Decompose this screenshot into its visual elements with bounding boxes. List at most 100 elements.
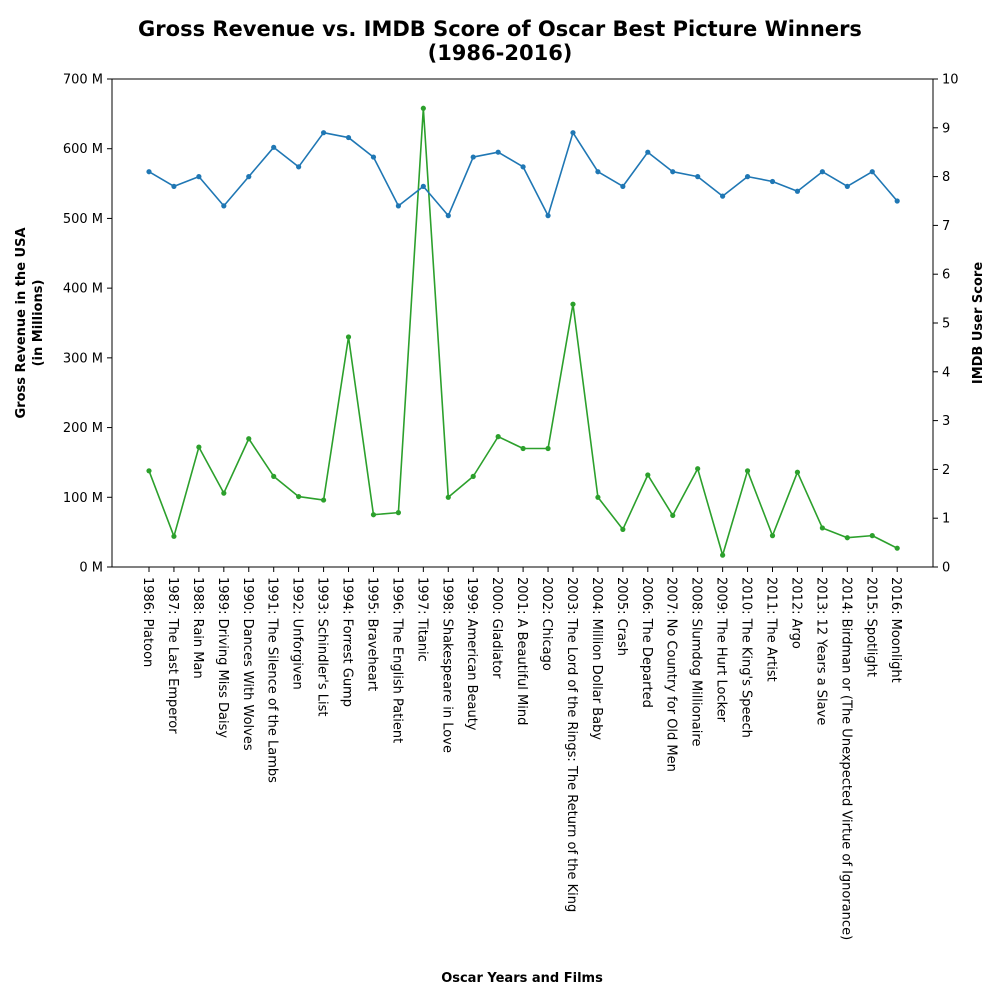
imdb-score-point (196, 174, 202, 180)
left-tick-label: 700 M (63, 73, 103, 88)
imdb-score-point (645, 149, 651, 155)
imdb-score-line (148, 131, 898, 217)
gross-revenue-point (495, 434, 501, 440)
x-tick-label: 1999: American Beauty (464, 577, 479, 731)
imdb-score-point (395, 203, 401, 209)
imdb-score-point (894, 198, 900, 204)
imdb-score-point (570, 130, 576, 136)
right-tick-label: 7 (942, 219, 950, 234)
imdb-score-point (695, 174, 701, 180)
right-tick-label: 10 (942, 73, 959, 88)
gross-revenue-point (470, 473, 476, 479)
left-axis-title: Gross Revenue in the USA (14, 227, 29, 418)
gross-revenue-point (146, 468, 152, 474)
right-tick-label: 9 (942, 121, 950, 136)
x-tick-label: 1989: Driving Miss Daisy (215, 577, 230, 738)
gross-revenue-point (296, 493, 302, 500)
x-tick-label: 2014: Birdman or (The Unexpected Virtue … (838, 577, 853, 940)
x-tick-label: 2006: The Departed (639, 577, 654, 708)
imdb-score-point (769, 178, 776, 185)
imdb-score-point (720, 193, 726, 199)
x-tick-label: 1988: Rain Man (190, 577, 205, 679)
x-tick-label: 2010: The King's Speech (739, 577, 754, 738)
gross-revenue-point (744, 468, 751, 474)
left-tick-label: 500 M (63, 212, 103, 227)
plot-frame (111, 78, 934, 568)
gross-revenue-line (148, 107, 898, 556)
imdb-score-point (171, 183, 177, 189)
gross-revenue-point (445, 494, 451, 500)
gross-revenue-point (171, 533, 177, 539)
imdb-score-point (370, 154, 377, 160)
x-tick-label: 1992: Unforgiven (290, 577, 305, 690)
x-tick-label: 2016: Moonlight (888, 577, 903, 683)
left-tick-label: 200 M (63, 421, 103, 436)
gross-revenue-point (370, 512, 377, 518)
gross-revenue-point (894, 545, 900, 551)
gross-revenue-point (819, 525, 825, 531)
right-tick-label: 5 (942, 317, 950, 332)
gross-revenue-point (520, 445, 526, 452)
x-tick-label: 2000: Gladiator (489, 577, 504, 679)
x-axis-title: Oscar Years and Films (441, 971, 603, 986)
x-tick-label: 1993: Schindler's List (315, 577, 330, 717)
x-tick-label: 2012: Argo (788, 577, 803, 649)
imdb-score-point (246, 174, 252, 180)
right-tick-label: 4 (942, 365, 950, 380)
gross-revenue-point (695, 466, 701, 472)
left-tick-label: 300 M (63, 351, 103, 366)
chart-title: Gross Revenue vs. IMDB Score of Oscar Be… (138, 17, 862, 41)
left-tick-label: 0 M (79, 561, 103, 576)
gross-revenue-point (246, 436, 252, 442)
imdb-score-point (445, 213, 451, 219)
imdb-score-point (271, 144, 277, 150)
imdb-score-point (545, 213, 551, 219)
gross-revenue-point (769, 533, 776, 539)
x-tick-label: 2002: Chicago (539, 577, 554, 671)
x-tick-label: 2001: A Beautiful Mind (514, 577, 529, 725)
imdb-score-point (794, 188, 801, 194)
imdb-score-point (819, 169, 825, 175)
right-tick-label: 6 (942, 268, 950, 283)
chart-subtitle: (1986-2016) (428, 41, 573, 65)
gross-revenue-point (869, 533, 875, 539)
gross-revenue-point (595, 494, 601, 500)
gross-revenue-point (794, 469, 801, 475)
imdb-score-point (869, 169, 875, 175)
gross-revenue-point (271, 473, 277, 479)
x-tick-label: 2007: No Country for Old Men (664, 577, 679, 772)
x-tick-label: 2008: Slumdog Millionaire (689, 577, 704, 746)
gross-revenue-point (221, 490, 227, 496)
imdb-score-point (470, 154, 476, 160)
left-axis-subtitle: (in Millions) (31, 280, 46, 367)
x-tick-label: 2011: The Artist (764, 577, 779, 682)
imdb-score-point (844, 183, 850, 189)
gross-revenue-point (345, 334, 352, 340)
gross-revenue-point (670, 512, 676, 519)
right-tick-label: 1 (942, 512, 950, 527)
imdb-score-point (320, 130, 327, 136)
imdb-score-point (595, 169, 601, 175)
gross-revenue-point (720, 552, 726, 558)
x-tick-label: 2015: Spotlight (863, 577, 878, 677)
x-tick-label: 1986: Platoon (140, 577, 155, 667)
gross-revenue-point (420, 105, 426, 111)
x-tick-label: 2013: 12 Years a Slave (813, 577, 828, 725)
right-tick-label: 0 (942, 561, 950, 576)
gross-revenue-point (395, 510, 401, 516)
x-tick-label: 1994: Forrest Gump (340, 577, 355, 707)
right-axis-ticks: 0 1 2 3 4 5 6 7 8 9 10 (933, 73, 959, 576)
imdb-score-point (420, 183, 426, 189)
right-axis-title: IMDB User Score (971, 262, 986, 384)
x-tick-label: 2005: Crash (614, 577, 629, 656)
imdb-score-point (520, 164, 526, 170)
plot-area (111, 78, 934, 568)
left-tick-label: 600 M (63, 142, 103, 157)
imdb-score-point (345, 134, 352, 141)
x-tick-label: 1990: Dances With Wolves (240, 577, 255, 751)
gross-revenue-point (844, 535, 850, 541)
gross-revenue-point (545, 445, 551, 452)
x-tick-label: 1995: Braveheart (364, 577, 379, 691)
imdb-score-point (670, 169, 676, 175)
